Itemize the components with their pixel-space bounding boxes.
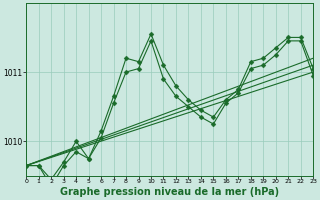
X-axis label: Graphe pression niveau de la mer (hPa): Graphe pression niveau de la mer (hPa) bbox=[60, 187, 279, 197]
